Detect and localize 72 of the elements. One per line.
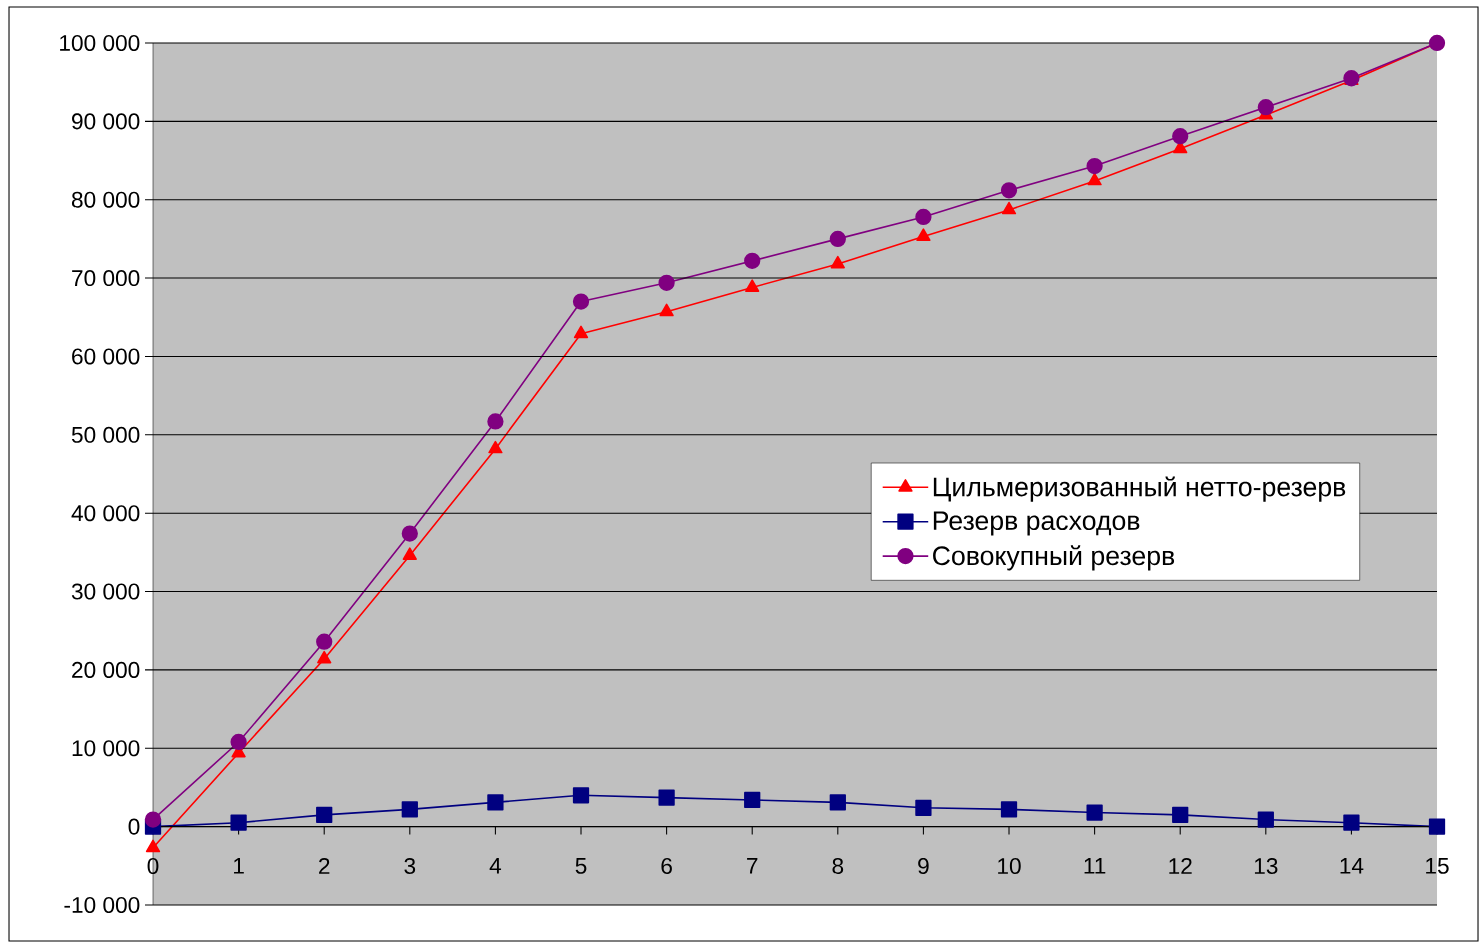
point	[1343, 814, 1360, 831]
x-tick-label: 14	[1340, 857, 1364, 874]
point	[572, 787, 590, 804]
y-tick-label: 10 000	[72, 740, 140, 757]
point	[745, 279, 760, 292]
point	[316, 633, 333, 650]
x-tick-label: 9	[918, 857, 929, 875]
point	[488, 440, 503, 454]
x-tick-label: 11	[1084, 857, 1106, 874]
point	[659, 303, 674, 317]
point	[316, 806, 333, 823]
point	[317, 650, 332, 664]
y-tick-label: 60 000	[72, 348, 140, 365]
point	[145, 839, 161, 853]
point	[1172, 128, 1189, 145]
point	[1428, 34, 1446, 52]
x-tick-label: 13	[1254, 857, 1278, 875]
point	[658, 274, 675, 291]
x-tick-label: 7	[747, 857, 758, 874]
point	[1172, 806, 1189, 823]
legend-label: Резерв расходов	[933, 511, 1140, 536]
point	[230, 814, 247, 831]
x-tick-label: 8	[832, 857, 844, 875]
x-tick-label: 10	[998, 857, 1021, 875]
y-tick-label: -10 000	[64, 896, 140, 914]
point	[658, 789, 675, 806]
legend-label: Цильмеризованный нетто-резерв	[933, 476, 1346, 502]
x-tick-label: 12	[1169, 857, 1192, 874]
x-tick-label: 2	[319, 857, 330, 874]
point	[829, 230, 846, 248]
point	[1257, 99, 1274, 116]
y-tick-label: 100 000	[60, 34, 140, 52]
legend-label: Совокупный резерв	[933, 545, 1175, 571]
point	[1257, 811, 1274, 828]
point	[1086, 804, 1103, 821]
y-tick-label: 90 000	[72, 113, 140, 130]
point	[1087, 172, 1102, 186]
x-tick-label: 4	[489, 857, 502, 874]
point	[1000, 182, 1018, 199]
x-tick-label: 6	[661, 857, 672, 875]
point	[744, 791, 761, 809]
point	[915, 208, 932, 226]
x-tick-label: 1	[234, 857, 244, 874]
point	[401, 801, 418, 818]
point	[573, 325, 589, 339]
y-tick-label: 0	[128, 818, 140, 835]
y-tick-label: 80 000	[71, 191, 140, 208]
point	[1001, 201, 1017, 215]
point	[401, 525, 418, 542]
point	[144, 811, 162, 828]
point	[572, 293, 590, 310]
y-tick-label: 40 000	[71, 505, 140, 522]
point	[1428, 818, 1446, 835]
y-tick-label: 50 000	[71, 426, 140, 443]
point	[487, 794, 504, 811]
point	[744, 252, 761, 269]
x-tick-label: 0	[147, 857, 159, 875]
point	[1000, 801, 1018, 818]
point	[1086, 157, 1103, 175]
point	[230, 733, 247, 751]
x-tick-label: 3	[404, 857, 416, 875]
y-tick-label: 20 000	[72, 661, 140, 678]
point	[915, 799, 932, 816]
x-tick-label: 5	[575, 857, 587, 874]
x-tick-label: 15	[1426, 857, 1449, 874]
point	[830, 255, 845, 269]
point	[829, 794, 846, 811]
point	[916, 228, 931, 242]
point	[402, 547, 417, 560]
y-tick-label: 30 000	[71, 583, 140, 600]
point	[487, 413, 504, 430]
y-tick-label: 70 000	[72, 270, 140, 287]
